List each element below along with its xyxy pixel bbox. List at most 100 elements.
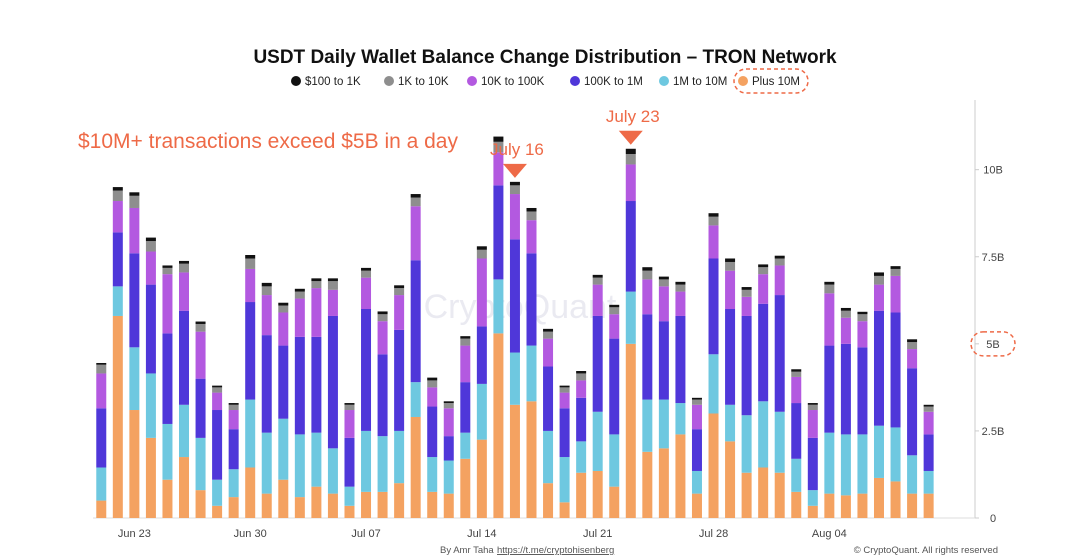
bar-segment	[145, 437, 156, 518]
bar-segment	[791, 491, 802, 518]
bar-stack	[311, 278, 322, 518]
bar-segment	[261, 432, 272, 494]
bar-segment	[311, 288, 322, 337]
bar-segment	[212, 385, 223, 388]
x-tick-label: Jul 21	[583, 528, 612, 540]
bar-segment	[907, 493, 918, 518]
bar-segment	[278, 345, 289, 419]
bar-segment	[658, 276, 669, 280]
bar-segment	[361, 277, 372, 309]
bar-segment	[873, 477, 884, 518]
legend-label: 10K to 100K	[481, 76, 545, 88]
bar-segment	[493, 185, 504, 280]
annotation-label: July 16	[490, 140, 544, 159]
bar-segment	[327, 281, 338, 290]
bar-segment	[791, 376, 802, 404]
bar-segment	[443, 408, 454, 437]
bar-segment	[741, 289, 752, 297]
legend-label: $100 to 1K	[305, 76, 361, 88]
bar-segment	[675, 281, 686, 285]
bar-segment	[427, 457, 438, 492]
bar-segment	[543, 328, 554, 332]
bar-segment	[228, 497, 239, 518]
bar-stack	[675, 281, 686, 518]
bar-segment	[791, 458, 802, 492]
bar-stack	[327, 278, 338, 518]
footer-link[interactable]: https://t.me/cryptohisenberg	[497, 545, 614, 556]
bar-segment	[509, 194, 520, 240]
bar-segment	[476, 326, 487, 384]
bar-segment	[96, 467, 107, 501]
bar-segment	[807, 403, 818, 405]
bar-segment	[625, 291, 636, 344]
bar-segment	[509, 404, 520, 518]
bar-stack	[493, 136, 504, 518]
bar-stack	[807, 403, 818, 518]
bar-segment	[162, 267, 173, 275]
bar-segment	[129, 253, 140, 348]
annotations: July 16 July 23 $10M+ transactions exceed …	[78, 107, 660, 178]
bar-segment	[410, 416, 421, 518]
annotation-callout: $10M+ transactions exceed $5B in a day	[78, 130, 458, 153]
bar-stack	[774, 255, 785, 518]
bar-segment	[576, 472, 587, 518]
bar-stack	[609, 304, 620, 518]
bar-segment	[261, 282, 272, 287]
bar-segment	[708, 413, 719, 518]
bar-stack	[923, 404, 934, 518]
bar-segment	[361, 270, 372, 278]
bar-segment	[774, 265, 785, 296]
bar-segment	[658, 286, 669, 322]
bar-segment	[923, 404, 934, 407]
bar-segment	[493, 136, 504, 142]
bar-segment	[791, 403, 802, 459]
bar-segment	[162, 479, 173, 518]
bar-stack	[708, 213, 719, 518]
bar-segment	[658, 399, 669, 449]
bar-segment	[361, 267, 372, 271]
bar-segment	[526, 211, 537, 221]
bar-segment	[807, 404, 818, 411]
bar-stack	[129, 192, 140, 518]
legend-swatch	[570, 76, 580, 86]
bar-segment	[824, 284, 835, 294]
highlight-5b-ring	[970, 331, 1016, 357]
bar-segment	[675, 315, 686, 404]
bar-segment	[741, 296, 752, 316]
bar-segment	[592, 315, 603, 412]
bar-segment	[410, 206, 421, 261]
x-tick-label: Jul 14	[467, 528, 496, 540]
bar-segment	[179, 260, 190, 264]
bar-segment	[112, 315, 123, 518]
bar-stack	[460, 336, 471, 518]
bar-segment	[923, 434, 934, 471]
bar-stack	[361, 267, 372, 518]
bar-segment	[344, 403, 355, 405]
bar-segment	[857, 347, 868, 435]
legend-label: 1K to 10K	[398, 76, 449, 88]
bar-segment	[96, 408, 107, 468]
bar-stack	[145, 237, 156, 518]
bar-segment	[592, 284, 603, 316]
bar-segment	[96, 362, 107, 365]
bar-segment	[460, 382, 471, 433]
bar-segment	[708, 213, 719, 217]
bar-segment	[890, 275, 901, 313]
bar-segment	[427, 406, 438, 458]
bar-segment	[162, 274, 173, 334]
bar-segment	[394, 430, 405, 484]
bar-segment	[162, 333, 173, 424]
bar-segment	[394, 285, 405, 289]
bar-segment	[708, 354, 719, 414]
bar-stack	[741, 287, 752, 518]
annotation-arrow	[618, 130, 643, 145]
bar-segment	[377, 321, 388, 355]
bar-segment	[824, 281, 835, 285]
bar-segment	[857, 493, 868, 518]
chart-title: USDT Daily Wallet Balance Change Distrib…	[253, 47, 837, 68]
bar-stack	[642, 267, 653, 518]
bar-segment	[278, 302, 289, 306]
bar-segment	[907, 339, 918, 343]
bar-segment	[625, 153, 636, 165]
